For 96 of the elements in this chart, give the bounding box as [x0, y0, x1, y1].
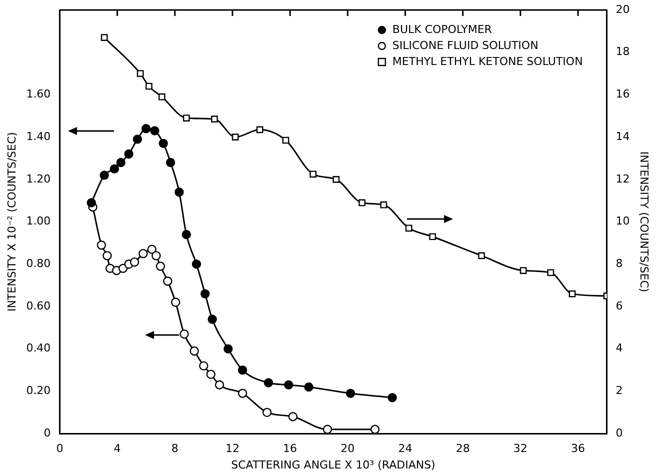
y2-tick-label: 14 [616, 130, 630, 143]
x-tick-label: 8 [171, 442, 178, 456]
point [520, 267, 527, 274]
point [199, 361, 208, 370]
point [256, 126, 264, 134]
x-tick-label: 36 [571, 442, 586, 456]
point [130, 257, 140, 267]
point [182, 114, 190, 122]
point [346, 388, 356, 398]
legend-label: BULK COPOLYMER [392, 22, 492, 36]
point [568, 290, 576, 298]
point [102, 251, 112, 260]
x-tick-label: 12 [225, 442, 240, 456]
point [232, 134, 239, 141]
y-tick-label: 0.60 [26, 299, 51, 312]
point [158, 138, 168, 148]
point [141, 124, 151, 134]
y2-tick-label: 4 [616, 342, 623, 355]
point [282, 136, 290, 144]
x-tick-label: 0 [56, 442, 64, 456]
y2-tick-label: 6 [616, 299, 623, 312]
y-tick-label: 0.20 [26, 384, 51, 398]
point [238, 365, 248, 375]
y-tick-label: 0.80 [26, 257, 51, 270]
point [100, 170, 109, 180]
x-tick-label: 28 [456, 442, 470, 456]
point [124, 149, 134, 159]
point [214, 380, 224, 390]
point [150, 126, 160, 136]
y2-tick-label: 18 [616, 45, 630, 58]
legend-label: SILICONE FLUID SOLUTION [392, 38, 538, 52]
y2-tick-label: 20 [616, 2, 630, 16]
point [284, 380, 294, 390]
legend-label: METHYL ETHYL KETONE SOLUTION [392, 54, 583, 68]
point [174, 188, 184, 197]
point [547, 269, 554, 276]
point [132, 134, 142, 144]
y2-tick-label: 16 [616, 88, 630, 101]
x-tick-label: 16 [283, 442, 298, 456]
y-tick-label: 1.40 [26, 130, 51, 143]
point [262, 408, 272, 418]
point [116, 158, 126, 168]
point [310, 170, 317, 178]
y2-tick-label: 12 [616, 172, 630, 186]
point [322, 424, 332, 434]
point [478, 252, 485, 260]
point [358, 199, 366, 206]
point [429, 233, 436, 240]
y2-tick-label: 0 [616, 426, 623, 440]
x-tick-label: 4 [114, 442, 121, 456]
x-axis-title: SCATTERING ANGLE X 10³ (RADIANS) [231, 458, 436, 472]
point [208, 314, 217, 324]
point [156, 262, 166, 271]
point [288, 412, 298, 422]
point [170, 298, 180, 307]
x-tick-label: 24 [398, 442, 412, 456]
point [163, 276, 172, 286]
point [304, 382, 314, 392]
y-tick-label: 1.00 [26, 214, 51, 228]
point [100, 34, 108, 41]
point [147, 244, 156, 254]
y2-tick-label: 10 [616, 214, 630, 228]
point [388, 392, 397, 402]
y-tick-label: 1.60 [26, 88, 51, 101]
point [146, 82, 152, 90]
point [380, 201, 388, 208]
y-axis-title: INTENSITY X 10⁻² (COUNTS/SEC) [5, 132, 18, 312]
y-tick-label: 0.40 [26, 342, 51, 355]
y2-axis-title: INTENSITY (COUNTS/SEC) [638, 151, 651, 292]
point [211, 116, 218, 123]
point [405, 224, 412, 232]
point [332, 176, 340, 183]
point [86, 198, 96, 208]
point [158, 93, 166, 100]
point [224, 344, 233, 354]
y2-tick-label: 8 [616, 257, 623, 270]
point [264, 378, 274, 388]
point [96, 240, 106, 250]
point [192, 260, 202, 269]
y-tick-label: 1.20 [26, 172, 51, 186]
point [370, 424, 380, 434]
point [200, 289, 210, 298]
point [152, 251, 161, 260]
point [182, 230, 191, 240]
point [190, 346, 199, 356]
point [138, 248, 148, 258]
point [110, 164, 120, 174]
point [166, 158, 176, 168]
y2-tick-label: 2 [616, 384, 623, 398]
point [238, 388, 248, 398]
x-tick-label: 32 [513, 442, 528, 456]
x-tick-label: 20 [340, 442, 355, 456]
point [206, 370, 216, 379]
point [136, 70, 144, 77]
point [180, 329, 189, 339]
y-tick-label: 0 [44, 426, 51, 440]
